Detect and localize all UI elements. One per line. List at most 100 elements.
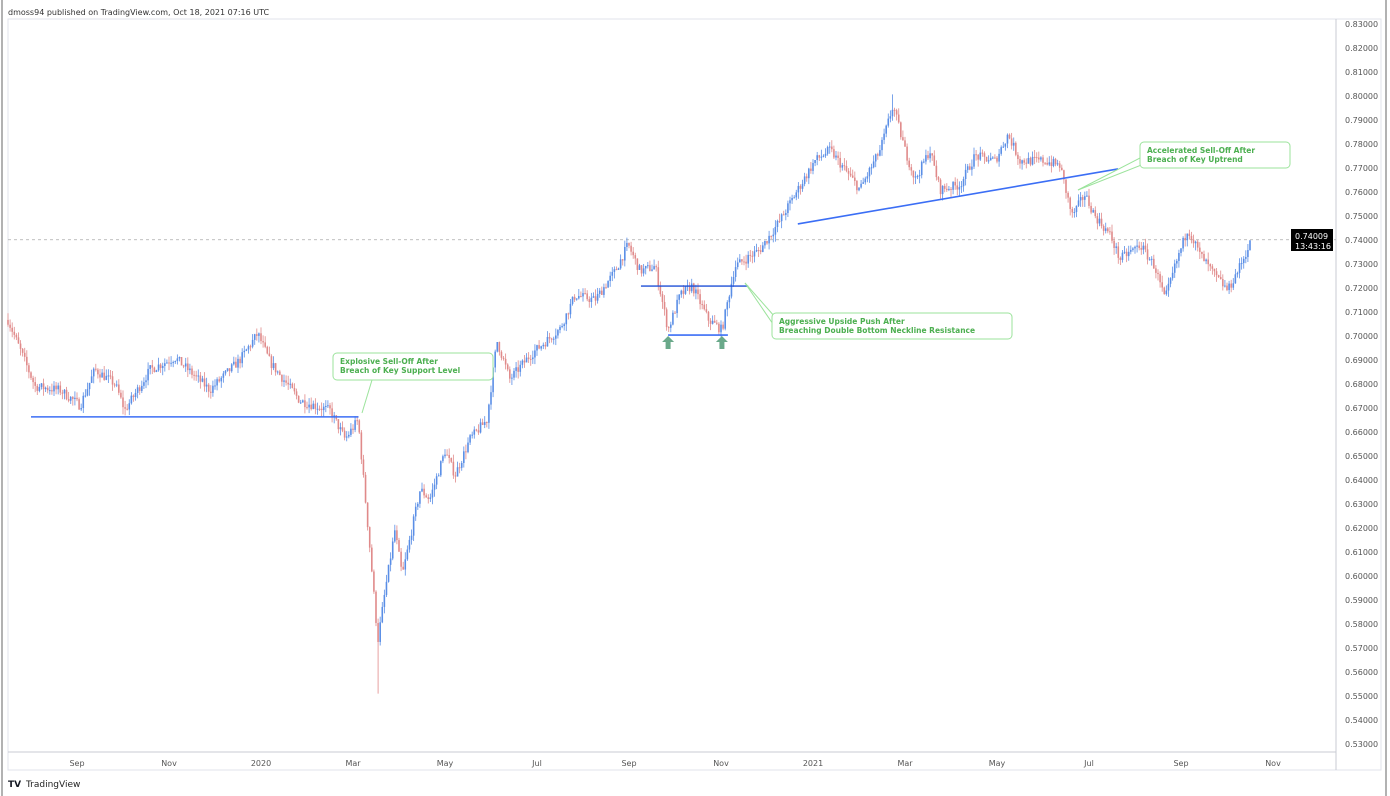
candle-up: [803, 176, 806, 184]
candle-down: [452, 461, 455, 476]
candle-down: [588, 299, 591, 302]
candle-down: [1190, 236, 1193, 240]
candle-up: [795, 192, 798, 198]
candle-down: [477, 430, 480, 433]
candle-down: [1144, 245, 1147, 250]
candle-up: [780, 214, 783, 222]
tradingview-logo-icon: TV: [8, 780, 21, 790]
candle-down: [99, 374, 101, 378]
candle-down: [23, 352, 26, 357]
candle-down: [1029, 157, 1032, 165]
candle-up: [1086, 195, 1088, 197]
price-tick-label: 0.69000: [1345, 356, 1378, 365]
candle-down: [270, 356, 273, 369]
candle-up: [40, 383, 43, 387]
candle-down: [1209, 264, 1212, 267]
candle-down: [343, 430, 346, 438]
candle-down: [837, 155, 839, 158]
candle-down: [741, 259, 743, 262]
candle-down: [981, 152, 984, 154]
candle-up: [881, 139, 883, 151]
candle-up: [253, 334, 256, 340]
candle-down: [1109, 231, 1111, 233]
price-tick-label: 0.64000: [1345, 476, 1378, 485]
candle-down: [946, 188, 948, 190]
candle-up: [1142, 245, 1145, 250]
candle-up: [84, 395, 87, 397]
candle-up: [1136, 245, 1138, 247]
candle-up: [720, 324, 722, 333]
price-tick-label: 0.82000: [1345, 44, 1378, 53]
candle-down: [713, 320, 716, 323]
price-tick-label: 0.80000: [1345, 92, 1378, 101]
tradingview-logo[interactable]: TV TradingView: [8, 780, 80, 790]
candle-up: [53, 385, 55, 392]
candle-up: [1098, 218, 1101, 224]
candle-down: [191, 368, 193, 375]
candle-up: [1073, 212, 1076, 214]
price-axis[interactable]: 0.53000 0.54000 0.55000 0.56000 0.57000 0.580…: [1345, 20, 1378, 749]
candle-up: [456, 467, 459, 477]
candle-up: [1075, 205, 1078, 213]
candle-up: [354, 420, 356, 430]
candle-down: [1107, 228, 1109, 232]
candle-up: [948, 188, 950, 190]
candle-down: [975, 154, 977, 156]
candle-up: [747, 254, 749, 264]
candle-down: [458, 467, 461, 469]
candle-down: [17, 337, 20, 344]
candle-down: [655, 266, 657, 268]
time-tick-label: Nov: [713, 759, 729, 768]
candle-up: [325, 405, 327, 407]
callout-text: Accelerated Sell-Off After: [1147, 146, 1255, 155]
bar-countdown: 13:43:16: [1295, 242, 1331, 251]
candle-down: [32, 377, 34, 383]
candle-down: [1199, 247, 1201, 252]
uptrend-line[interactable]: [797, 168, 1119, 225]
candle-up: [247, 346, 250, 350]
candle-up: [638, 265, 641, 270]
candle-down: [766, 241, 768, 244]
candle-down: [665, 309, 668, 328]
price-tick-label: 0.68000: [1345, 380, 1378, 389]
candle-down: [1155, 268, 1157, 273]
drawings[interactable]: [31, 168, 1119, 418]
candle-up: [653, 266, 655, 270]
candle-up: [534, 350, 536, 358]
candle-down: [36, 385, 39, 391]
candle-up: [197, 375, 200, 377]
candle-down: [304, 400, 306, 408]
candle-down: [151, 365, 154, 368]
candle-up: [952, 181, 954, 190]
candle-up: [1249, 240, 1251, 251]
candle-down: [854, 177, 856, 181]
time-axis[interactable]: Sep Nov 2020 Mar May Jul Sep Nov 2021 Mar May Jul Se…: [69, 759, 1281, 768]
candle-down: [481, 422, 484, 425]
candle-down: [291, 383, 294, 388]
candle-down: [1071, 208, 1074, 213]
callout-text: Breach of Key Support Level: [340, 366, 460, 375]
candle-up: [141, 385, 143, 391]
candle-down: [1159, 274, 1161, 283]
candle-down: [601, 290, 603, 295]
candle-up: [387, 564, 390, 582]
callout-pointer: [1077, 163, 1145, 191]
candle-up: [858, 187, 860, 191]
candle-up: [88, 382, 91, 390]
price-tick-label: 0.61000: [1345, 548, 1378, 557]
arrow-up-icon[interactable]: [662, 336, 675, 349]
candle-up: [57, 385, 59, 390]
candle-up: [437, 475, 440, 477]
candle-down: [1063, 170, 1065, 180]
candle-up: [312, 403, 315, 410]
candle-down: [1140, 248, 1143, 250]
candle-up: [734, 267, 737, 277]
candle-down: [927, 155, 929, 159]
candle-down: [1188, 233, 1191, 237]
arrow-up-icon[interactable]: [715, 336, 728, 349]
